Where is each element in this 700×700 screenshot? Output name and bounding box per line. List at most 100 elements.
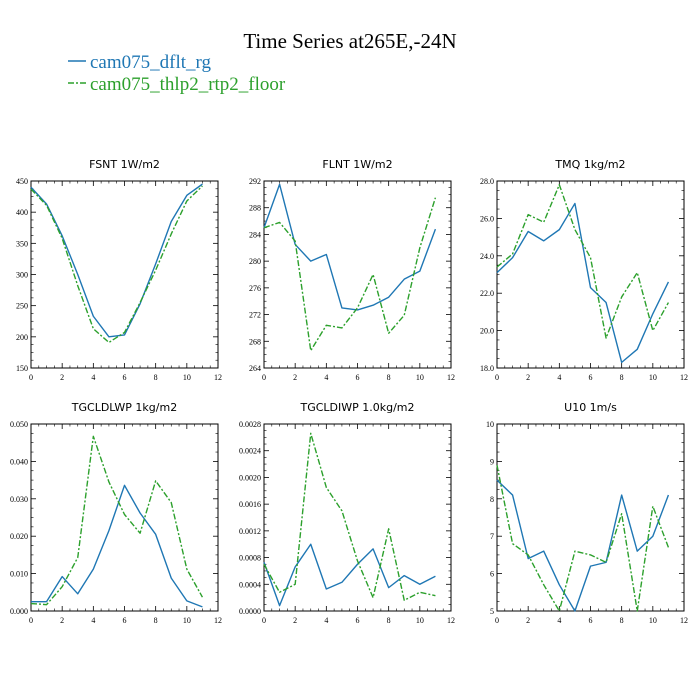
y-tick-label: 280 bbox=[249, 257, 261, 266]
panel-title: TMQ 1kg/m2 bbox=[554, 158, 625, 171]
panel-4: TGCLDLWP 1kg/m2 0 2 4 6 8 10 12 0.000 0.010 0.020 0… bbox=[10, 401, 222, 625]
x-tick-label: 4 bbox=[324, 616, 328, 625]
y-tick-label: 400 bbox=[16, 208, 28, 217]
y-tick-label: 284 bbox=[249, 230, 261, 239]
x-tick-label: 8 bbox=[154, 373, 158, 382]
x-tick-label: 8 bbox=[387, 616, 391, 625]
plot-frame bbox=[263, 180, 452, 369]
x-tick-label: 12 bbox=[214, 616, 222, 625]
y-tick-label: 0.0000 bbox=[239, 607, 261, 616]
y-tick-label: 0.030 bbox=[10, 495, 28, 504]
legend-label-1: cam075_dflt_rg bbox=[90, 52, 212, 73]
panel-2: FLNT 1W/m2 0 2 4 6 8 10 12 264 268 272 276 280 284 288… bbox=[249, 158, 455, 382]
y-tick-label: 0.0024 bbox=[239, 447, 261, 456]
y-tick-label: 8 bbox=[490, 495, 494, 504]
y-tick-label: 0.0008 bbox=[239, 554, 261, 563]
series-line-1 bbox=[496, 202, 670, 364]
y-tick-label: 7 bbox=[490, 532, 494, 541]
x-tick-label: 0 bbox=[262, 616, 266, 625]
y-tick-label: 0.020 bbox=[10, 532, 28, 541]
panel-3: TMQ 1kg/m2 0 2 4 6 8 10 12 18.0 20.0 22.0 24.0 26.0 2… bbox=[480, 158, 688, 382]
y-tick-label: 0.0004 bbox=[239, 580, 261, 589]
panel-title: FSNT 1W/m2 bbox=[89, 158, 160, 171]
x-tick-label: 8 bbox=[620, 373, 624, 382]
series-line-1 bbox=[496, 479, 670, 612]
y-tick-label: 0.050 bbox=[10, 420, 28, 429]
x-tick-label: 10 bbox=[649, 373, 657, 382]
x-tick-label: 10 bbox=[183, 373, 191, 382]
y-tick-label: 272 bbox=[249, 311, 261, 320]
legend: cam075_dflt_rg cam075_thlp2_rtp2_floor bbox=[68, 52, 286, 95]
panel-title: TGCLDLWP 1kg/m2 bbox=[71, 401, 177, 414]
x-tick-label: 8 bbox=[387, 373, 391, 382]
y-tick-label: 292 bbox=[249, 177, 261, 186]
series-line-2 bbox=[496, 184, 670, 339]
y-tick-label: 5 bbox=[490, 607, 494, 616]
x-tick-label: 8 bbox=[620, 616, 624, 625]
series-line-2 bbox=[263, 197, 437, 352]
panel-6: U10 1m/s 0 2 4 6 8 10 12 5 6 7 8 9 10 bbox=[486, 401, 688, 625]
y-tick-label: 28.0 bbox=[480, 177, 494, 186]
x-tick-label: 6 bbox=[589, 373, 593, 382]
series-line-2 bbox=[30, 185, 203, 344]
y-tick-label: 0.0012 bbox=[239, 527, 261, 536]
y-tick-label: 268 bbox=[249, 337, 261, 346]
x-tick-label: 2 bbox=[293, 373, 297, 382]
plot-frame bbox=[30, 423, 219, 612]
x-tick-label: 6 bbox=[356, 373, 360, 382]
series-line-1 bbox=[31, 484, 203, 608]
y-tick-label: 20.0 bbox=[480, 327, 494, 336]
series-line-2 bbox=[496, 465, 670, 612]
x-tick-label: 2 bbox=[60, 616, 64, 625]
panels: FSNT 1W/m20 2 4 6 8 10 12150200250300350400450… bbox=[10, 158, 688, 625]
panel-title: TGCLDIWP 1.0kg/m2 bbox=[299, 401, 414, 414]
x-tick-label: 6 bbox=[123, 616, 127, 625]
y-tick-label: 288 bbox=[249, 204, 261, 213]
y-tick-label: 26.0 bbox=[480, 214, 494, 223]
x-tick-label: 10 bbox=[416, 373, 424, 382]
x-tick-label: 10 bbox=[183, 616, 191, 625]
y-tick-label: 18.0 bbox=[480, 364, 494, 373]
y-tick-label: 200 bbox=[16, 333, 28, 342]
x-tick-label: 2 bbox=[60, 373, 64, 382]
series-line-2 bbox=[30, 435, 204, 606]
y-tick-label: 6 bbox=[490, 570, 494, 579]
y-tick-label: 300 bbox=[16, 271, 28, 280]
x-tick-label: 4 bbox=[91, 616, 95, 625]
x-tick-label: 12 bbox=[447, 373, 455, 382]
y-tick-label: 0.0020 bbox=[239, 473, 261, 482]
series-line-1 bbox=[30, 183, 203, 338]
x-tick-label: 4 bbox=[557, 373, 561, 382]
panel-5: TGCLDIWP 1.0kg/m2 0 2 4 6 8 10 12 0.0000 0.0004 0.… bbox=[239, 401, 455, 625]
x-tick-label: 6 bbox=[356, 616, 360, 625]
plot-frame bbox=[496, 180, 685, 369]
panel-title: U10 1m/s bbox=[564, 401, 617, 414]
plot-frame bbox=[30, 180, 219, 369]
y-tick-label: 250 bbox=[16, 302, 28, 311]
series-line-1 bbox=[263, 183, 437, 311]
y-tick-label: 350 bbox=[16, 239, 28, 248]
x-tick-label: 0 bbox=[29, 616, 33, 625]
x-tick-label: 4 bbox=[557, 616, 561, 625]
series-line-1 bbox=[263, 543, 436, 607]
x-tick-label: 0 bbox=[29, 373, 33, 382]
x-tick-label: 10 bbox=[416, 616, 424, 625]
x-tick-label: 0 bbox=[262, 373, 266, 382]
series-line-2 bbox=[263, 432, 436, 602]
x-tick-label: 0 bbox=[495, 616, 499, 625]
x-tick-label: 12 bbox=[680, 373, 688, 382]
x-tick-label: 8 bbox=[154, 616, 158, 625]
x-tick-label: 6 bbox=[123, 373, 127, 382]
x-tick-label: 12 bbox=[680, 616, 688, 625]
y-tick-label: 450 bbox=[16, 177, 28, 186]
y-tick-label: 264 bbox=[249, 364, 261, 373]
x-tick-label: 4 bbox=[91, 373, 95, 382]
y-tick-label: 24.0 bbox=[480, 252, 494, 261]
y-tick-label: 0.0016 bbox=[239, 500, 261, 509]
x-tick-label: 0 bbox=[495, 373, 499, 382]
x-tick-label: 4 bbox=[324, 373, 328, 382]
y-tick-label: 9 bbox=[490, 457, 494, 466]
y-tick-label: 276 bbox=[249, 284, 261, 293]
x-tick-label: 6 bbox=[589, 616, 593, 625]
